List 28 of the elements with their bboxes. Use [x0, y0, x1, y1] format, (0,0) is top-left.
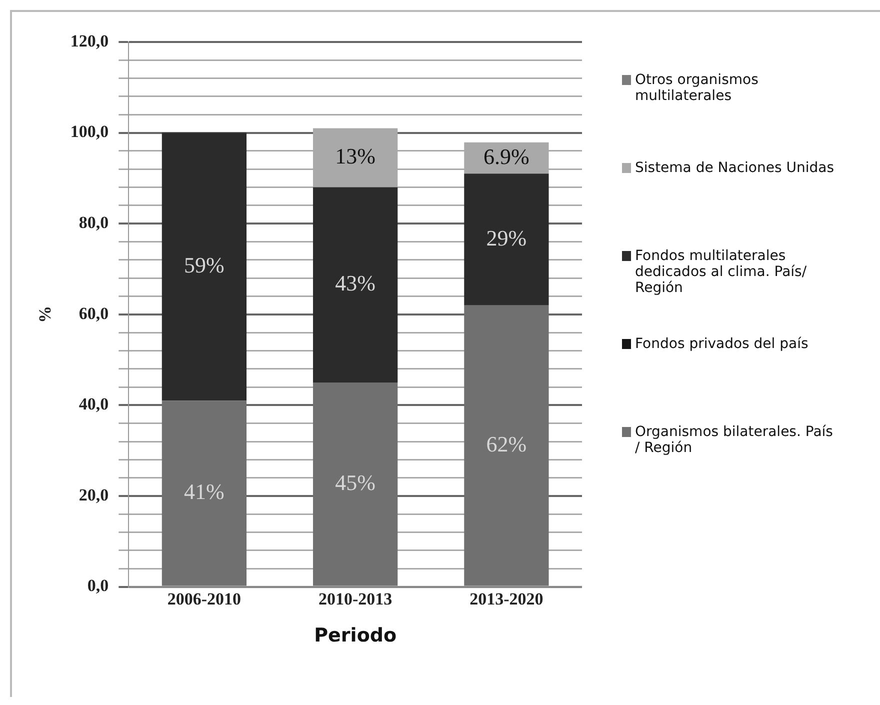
bar — [464, 174, 549, 306]
y-tick-label: 20,0 — [78, 485, 109, 504]
y-tick-label: 120,0 — [70, 31, 109, 50]
legend-label: Fondos multilaterales dedicados al clima. País/ Región — [635, 248, 808, 296]
data-label: 43% — [335, 270, 376, 296]
legend-label: Organismos bilaterales. País / Región — [635, 424, 834, 456]
x-tick-label: 2010-2013 — [318, 589, 392, 608]
y-tick-label: 80,0 — [78, 212, 109, 232]
data-label: 6.9% — [484, 144, 530, 169]
y-tick-label: 60,0 — [78, 304, 109, 323]
y-tick-label: 0,0 — [87, 576, 109, 596]
legend-label: Otros organismos multilaterales — [635, 72, 760, 104]
y-tick-label: 40,0 — [78, 394, 109, 414]
x-tick-label: 2013-2020 — [470, 589, 544, 608]
data-label: 13% — [335, 144, 376, 169]
y-axis-title: % — [36, 306, 55, 323]
data-label: 62% — [486, 431, 527, 456]
data-label: 29% — [486, 225, 527, 250]
legend-label: Fondos privados del país — [635, 336, 808, 352]
data-label: 41% — [184, 479, 224, 504]
data-label: 59% — [184, 252, 224, 278]
bar — [162, 132, 247, 401]
x-axis-title: Periodo — [314, 624, 397, 647]
bar — [313, 187, 398, 382]
legend-label: Sistema de Naciones Unidas — [635, 160, 834, 176]
y-tick-label: 100,0 — [70, 122, 109, 142]
data-label: 45% — [335, 470, 376, 495]
x-tick-label: 2006-2010 — [167, 589, 242, 608]
